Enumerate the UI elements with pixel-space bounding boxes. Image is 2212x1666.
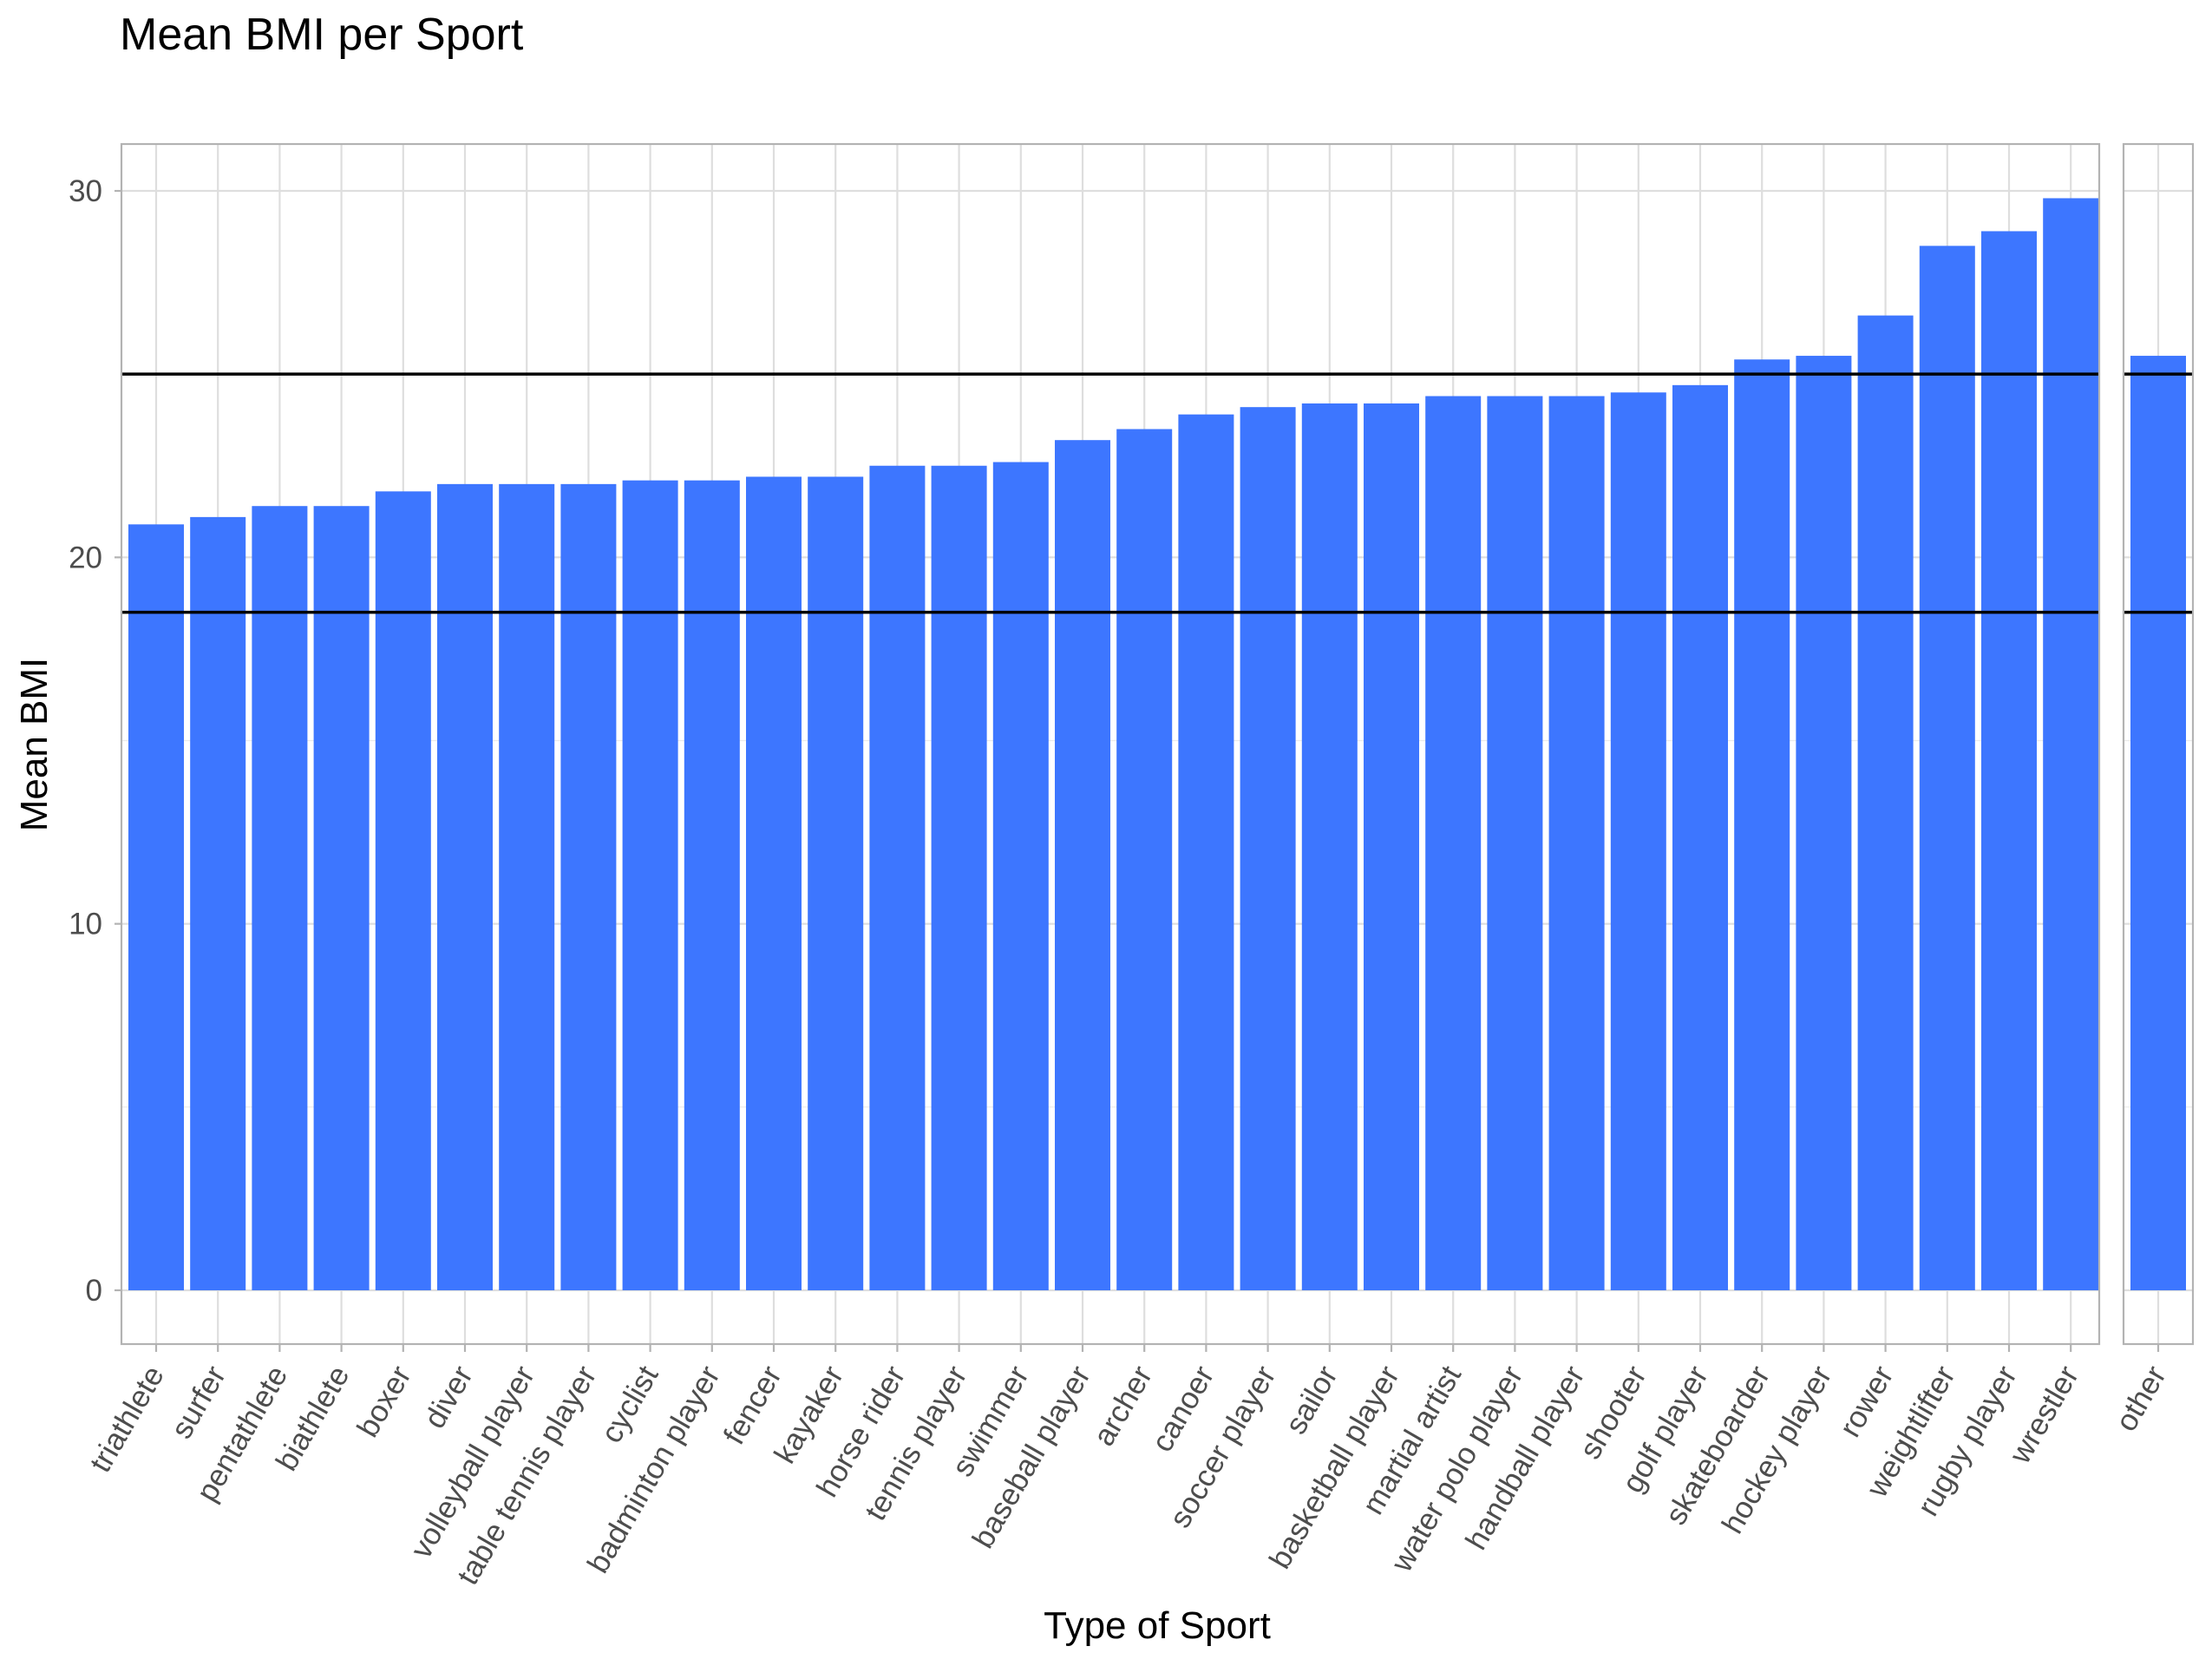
x-tick-label: rower xyxy=(1833,1360,1901,1443)
bar-badminton-player xyxy=(684,480,740,1290)
bar-martial-artist xyxy=(1425,396,1482,1291)
bar-volleyball-player xyxy=(499,483,555,1290)
bar-table-tennis-player xyxy=(560,483,617,1290)
x-axis-ticks: triathletesurferpentathletebiathleteboxe… xyxy=(83,1344,2173,1591)
bar-sailor xyxy=(1301,403,1358,1290)
x-tick-label: triathlete xyxy=(83,1361,171,1479)
bar-basketball-player xyxy=(1364,403,1419,1290)
bar-tennis-player xyxy=(931,465,987,1290)
bars-layer xyxy=(128,198,2186,1291)
bar-weightlifter xyxy=(1919,246,1975,1291)
bar-pentathlete xyxy=(252,506,308,1290)
bar-surfer xyxy=(190,516,246,1290)
bar-water-polo-player xyxy=(1487,396,1543,1291)
bar-kayaker xyxy=(808,476,864,1290)
chart-title: Mean BMI per Sport xyxy=(120,10,524,60)
bar-diver xyxy=(437,483,493,1290)
bar-skateboarder xyxy=(1734,359,1790,1291)
x-tick-label: sailor xyxy=(1279,1360,1345,1440)
bar-golf-player xyxy=(1672,384,1728,1290)
bar-fencer xyxy=(746,476,802,1290)
bar-rugby-player xyxy=(1981,231,2037,1290)
x-axis-title: Type of Sport xyxy=(1044,1604,1271,1647)
bar-other xyxy=(2130,356,2186,1290)
bar-triathlete xyxy=(128,524,184,1290)
bar-rower xyxy=(1857,315,1914,1291)
bar-swimmer xyxy=(992,462,1049,1290)
y-axis-ticks: 0 10 20 30 xyxy=(69,174,121,1308)
x-tick-label: surfer xyxy=(165,1360,233,1444)
panel-border xyxy=(120,142,2101,1346)
x-tick-label: other xyxy=(2109,1360,2173,1437)
bar-cyclist xyxy=(622,480,678,1290)
bar-shooter xyxy=(1610,392,1666,1290)
bar-wrestler xyxy=(2043,198,2099,1291)
bar-biathlete xyxy=(313,506,370,1290)
bar-handball-player xyxy=(1548,396,1605,1291)
y-tick-label: 10 xyxy=(69,908,102,941)
reference-lines xyxy=(121,372,2193,614)
y-tick-label: 30 xyxy=(69,174,102,208)
bar-horse-rider xyxy=(869,465,926,1290)
bar-archer xyxy=(1116,429,1173,1290)
bar-baseball-player xyxy=(1055,440,1110,1291)
bar-soccer-player xyxy=(1240,407,1296,1291)
y-axis-title: Mean BMI xyxy=(13,658,56,832)
x-tick-label: diver xyxy=(417,1360,480,1433)
x-tick-label: boxer xyxy=(350,1360,418,1443)
y-tick-label: 0 xyxy=(86,1274,102,1308)
y-tick-label: 20 xyxy=(69,541,102,574)
bar-canoer xyxy=(1178,414,1234,1291)
bar-hockey-player xyxy=(1796,356,1852,1290)
bar-boxer xyxy=(375,491,431,1290)
